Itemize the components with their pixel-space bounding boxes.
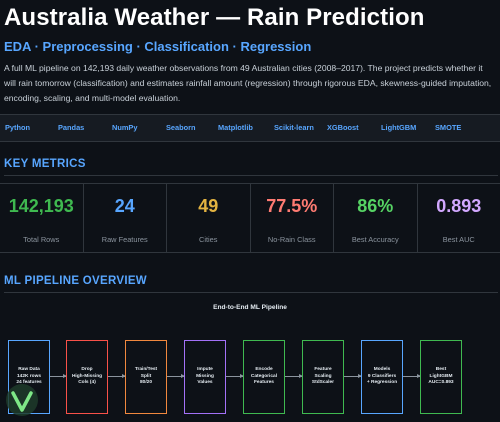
tech-badge-xgboost: XGBoost [327,123,359,132]
arrow-icon [167,374,185,378]
tech-badge-python: Python [5,123,31,132]
page-title: Australia Weather — Rain Prediction [4,4,425,31]
tech-badge-scikit-learn: Scikit-learn [274,123,314,132]
metric-raw-features: 24 Raw Features [84,184,167,252]
pipeline-step-impute: Impute Missing Values [184,340,226,414]
tech-badge-smote: SMOTE [435,123,462,132]
section-divider [4,175,498,176]
metric-best-auc: 0.893 Best AUC [418,184,500,252]
pipeline-diagram: End-to-End ML Pipeline Raw Data 142K row… [0,296,500,422]
tech-badge-pandas: Pandas [58,123,85,132]
tech-stack-bar: Python Pandas NumPy Seaborn Matplotlib S… [0,114,500,142]
logo-icon [6,384,38,416]
metric-value: 77.5% [266,196,318,216]
metric-value: 49 [198,196,219,216]
tech-badge-seaborn: Seaborn [166,123,196,132]
pipeline-step-models: Models 9 Classifiers + Regression [361,340,403,414]
metric-label: Total Rows [23,235,60,244]
pipeline-step-train-test-split: Train/Test Split 80/20 [125,340,167,414]
metric-label: Raw Features [101,235,148,244]
arrow-icon [50,374,67,378]
metric-total-rows: 142,193 Total Rows [0,184,84,252]
metric-label: No-Rain Class [267,235,316,244]
arrow-icon [108,374,126,378]
pipeline-step-drop-cols: Drop High-Missing Cols (4) [66,340,108,414]
arrow-icon [344,374,362,378]
tech-badge-numpy: NumPy [112,123,138,132]
key-metrics-grid: 142,193 Total Rows 24 Raw Features 49 Ci… [0,183,500,253]
diagram-title: End-to-End ML Pipeline [213,304,287,311]
metric-label: Best Accuracy [351,235,399,244]
section-divider [4,292,498,293]
pipeline-step-encode: Encode Categorical Features [243,340,285,414]
key-metrics-heading: KEY METRICS [4,158,86,170]
arrow-icon [226,374,244,378]
tech-badge-matplotlib: Matplotlib [218,123,253,132]
metric-value: 86% [357,196,394,216]
metric-best-accuracy: 86% Best Accuracy [334,184,418,252]
metric-value: 24 [114,196,135,216]
tech-badge-lightgbm: LightGBM [381,123,417,132]
metric-value: 0.893 [436,196,482,216]
pipeline-step-best-model: Best LightGBM AUC=0.893 [420,340,462,414]
page-subtitle: EDA · Preprocessing · Classification · R… [4,39,312,54]
metric-label: Cities [199,235,218,244]
project-description: A full ML pipeline on 142,193 daily weat… [4,63,492,103]
metric-cities: 49 Cities [167,184,251,252]
pipeline-heading: ML PIPELINE OVERVIEW [4,275,147,287]
metric-label: Best AUC [442,235,475,244]
metric-no-rain-class: 77.5% No-Rain Class [251,184,334,252]
arrow-icon [403,374,421,378]
pipeline-step-scaling: Feature Scaling StdScaler [302,340,344,414]
arrow-icon [285,374,303,378]
metric-value: 142,193 [8,196,74,216]
